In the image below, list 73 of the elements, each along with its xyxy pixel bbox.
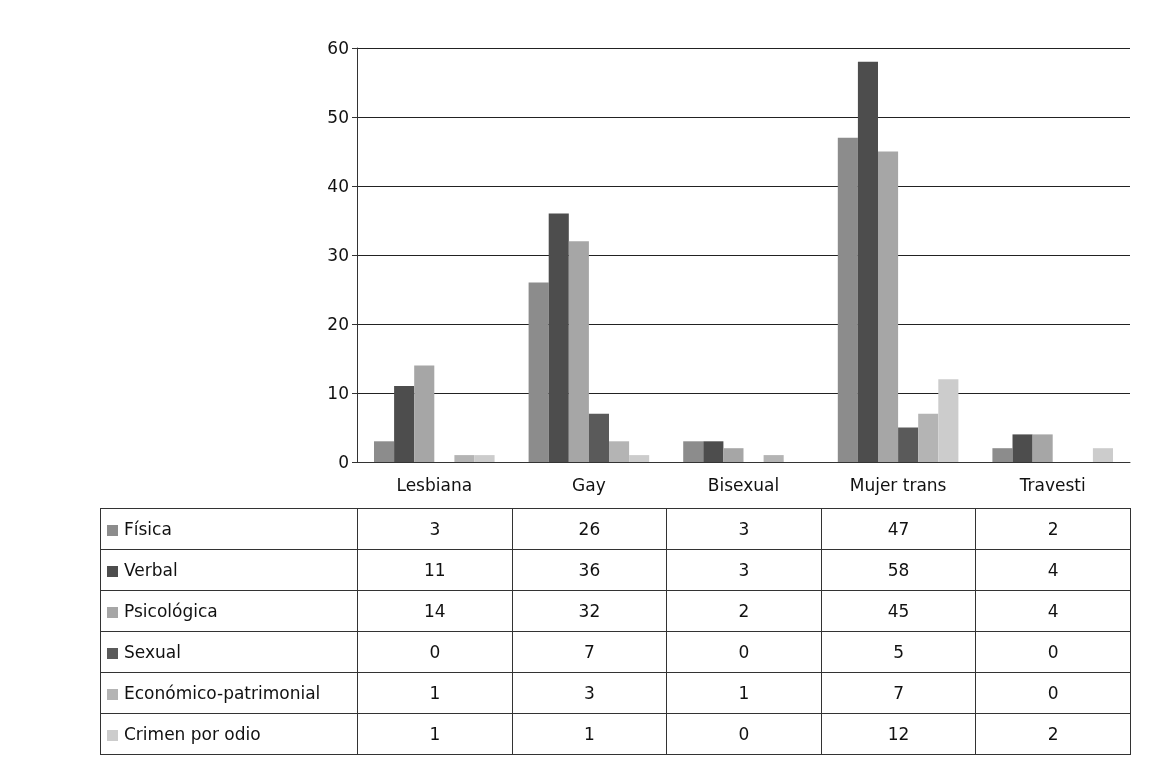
data-label: 32: [512, 590, 667, 632]
data-label: 4: [975, 549, 1131, 591]
bar: [878, 151, 899, 462]
legend-label: Crimen por odio: [100, 713, 358, 755]
bar: [394, 386, 415, 462]
legend-label: Sexual: [100, 631, 358, 673]
bar: [374, 441, 395, 462]
data-label: 0: [975, 631, 1131, 673]
bar: [1092, 448, 1113, 462]
x-tick-label: Travesti: [1018, 474, 1086, 495]
data-label: 3: [357, 508, 513, 550]
data-label: 0: [975, 672, 1131, 714]
data-label: 12: [821, 713, 976, 755]
data-label: 3: [512, 672, 667, 714]
data-label: 2: [666, 590, 822, 632]
data-label: 0: [666, 713, 822, 755]
data-label: 3: [666, 508, 822, 550]
data-label: 0: [666, 631, 822, 673]
data-label: 0: [357, 631, 513, 673]
data-label: 7: [821, 672, 976, 714]
y-tick-label: 30: [327, 245, 349, 265]
x-tick-label: Lesbiana: [396, 474, 473, 495]
data-label: 7: [512, 631, 667, 673]
data-label: 14: [357, 590, 513, 632]
y-tick-label: 60: [327, 38, 349, 58]
bar: [1032, 434, 1053, 462]
y-tick-label: 10: [327, 383, 349, 403]
bar: [629, 455, 650, 462]
y-tick-label: 20: [327, 314, 349, 334]
data-label: 58: [821, 549, 976, 591]
bar: [548, 213, 569, 462]
x-tick-label: Mujer trans: [849, 474, 947, 495]
bar: [703, 441, 724, 462]
data-label: 26: [512, 508, 667, 550]
bar: [837, 137, 858, 462]
bar: [568, 241, 589, 462]
bar: [898, 427, 919, 462]
data-label: 3: [666, 549, 822, 591]
bar: [938, 379, 959, 462]
data-label: 1: [357, 672, 513, 714]
bar: [723, 448, 744, 462]
bar: [992, 448, 1013, 462]
y-tick-label: 40: [327, 176, 349, 196]
data-label: 2: [975, 508, 1131, 550]
legend-label: Física: [100, 508, 358, 550]
bar: [857, 61, 878, 462]
data-label: 2: [975, 713, 1131, 755]
bar: [1012, 434, 1033, 462]
bar: [454, 455, 475, 462]
bar: [763, 455, 784, 462]
data-label: 1: [666, 672, 822, 714]
data-label: 5: [821, 631, 976, 673]
data-label: 1: [512, 713, 667, 755]
bar: [474, 455, 495, 462]
data-label: 45: [821, 590, 976, 632]
data-label: 1: [357, 713, 513, 755]
bar: [918, 413, 939, 462]
legend-label: Verbal: [100, 549, 358, 591]
bar: [683, 441, 704, 462]
bar: [414, 365, 435, 462]
data-label: 11: [357, 549, 513, 591]
x-tick-label: Bisexual: [707, 474, 780, 495]
legend-label: Económico-patrimonial: [100, 672, 358, 714]
x-tick-label: Gay: [572, 474, 606, 495]
bar: [588, 413, 609, 462]
y-tick-label: 0: [338, 452, 349, 472]
bar: [528, 282, 549, 462]
data-label: 4: [975, 590, 1131, 632]
bar: [609, 441, 630, 462]
data-label: 36: [512, 549, 667, 591]
y-tick-label: 50: [327, 107, 349, 127]
legend-label: Psicológica: [100, 590, 358, 632]
data-label: 47: [821, 508, 976, 550]
